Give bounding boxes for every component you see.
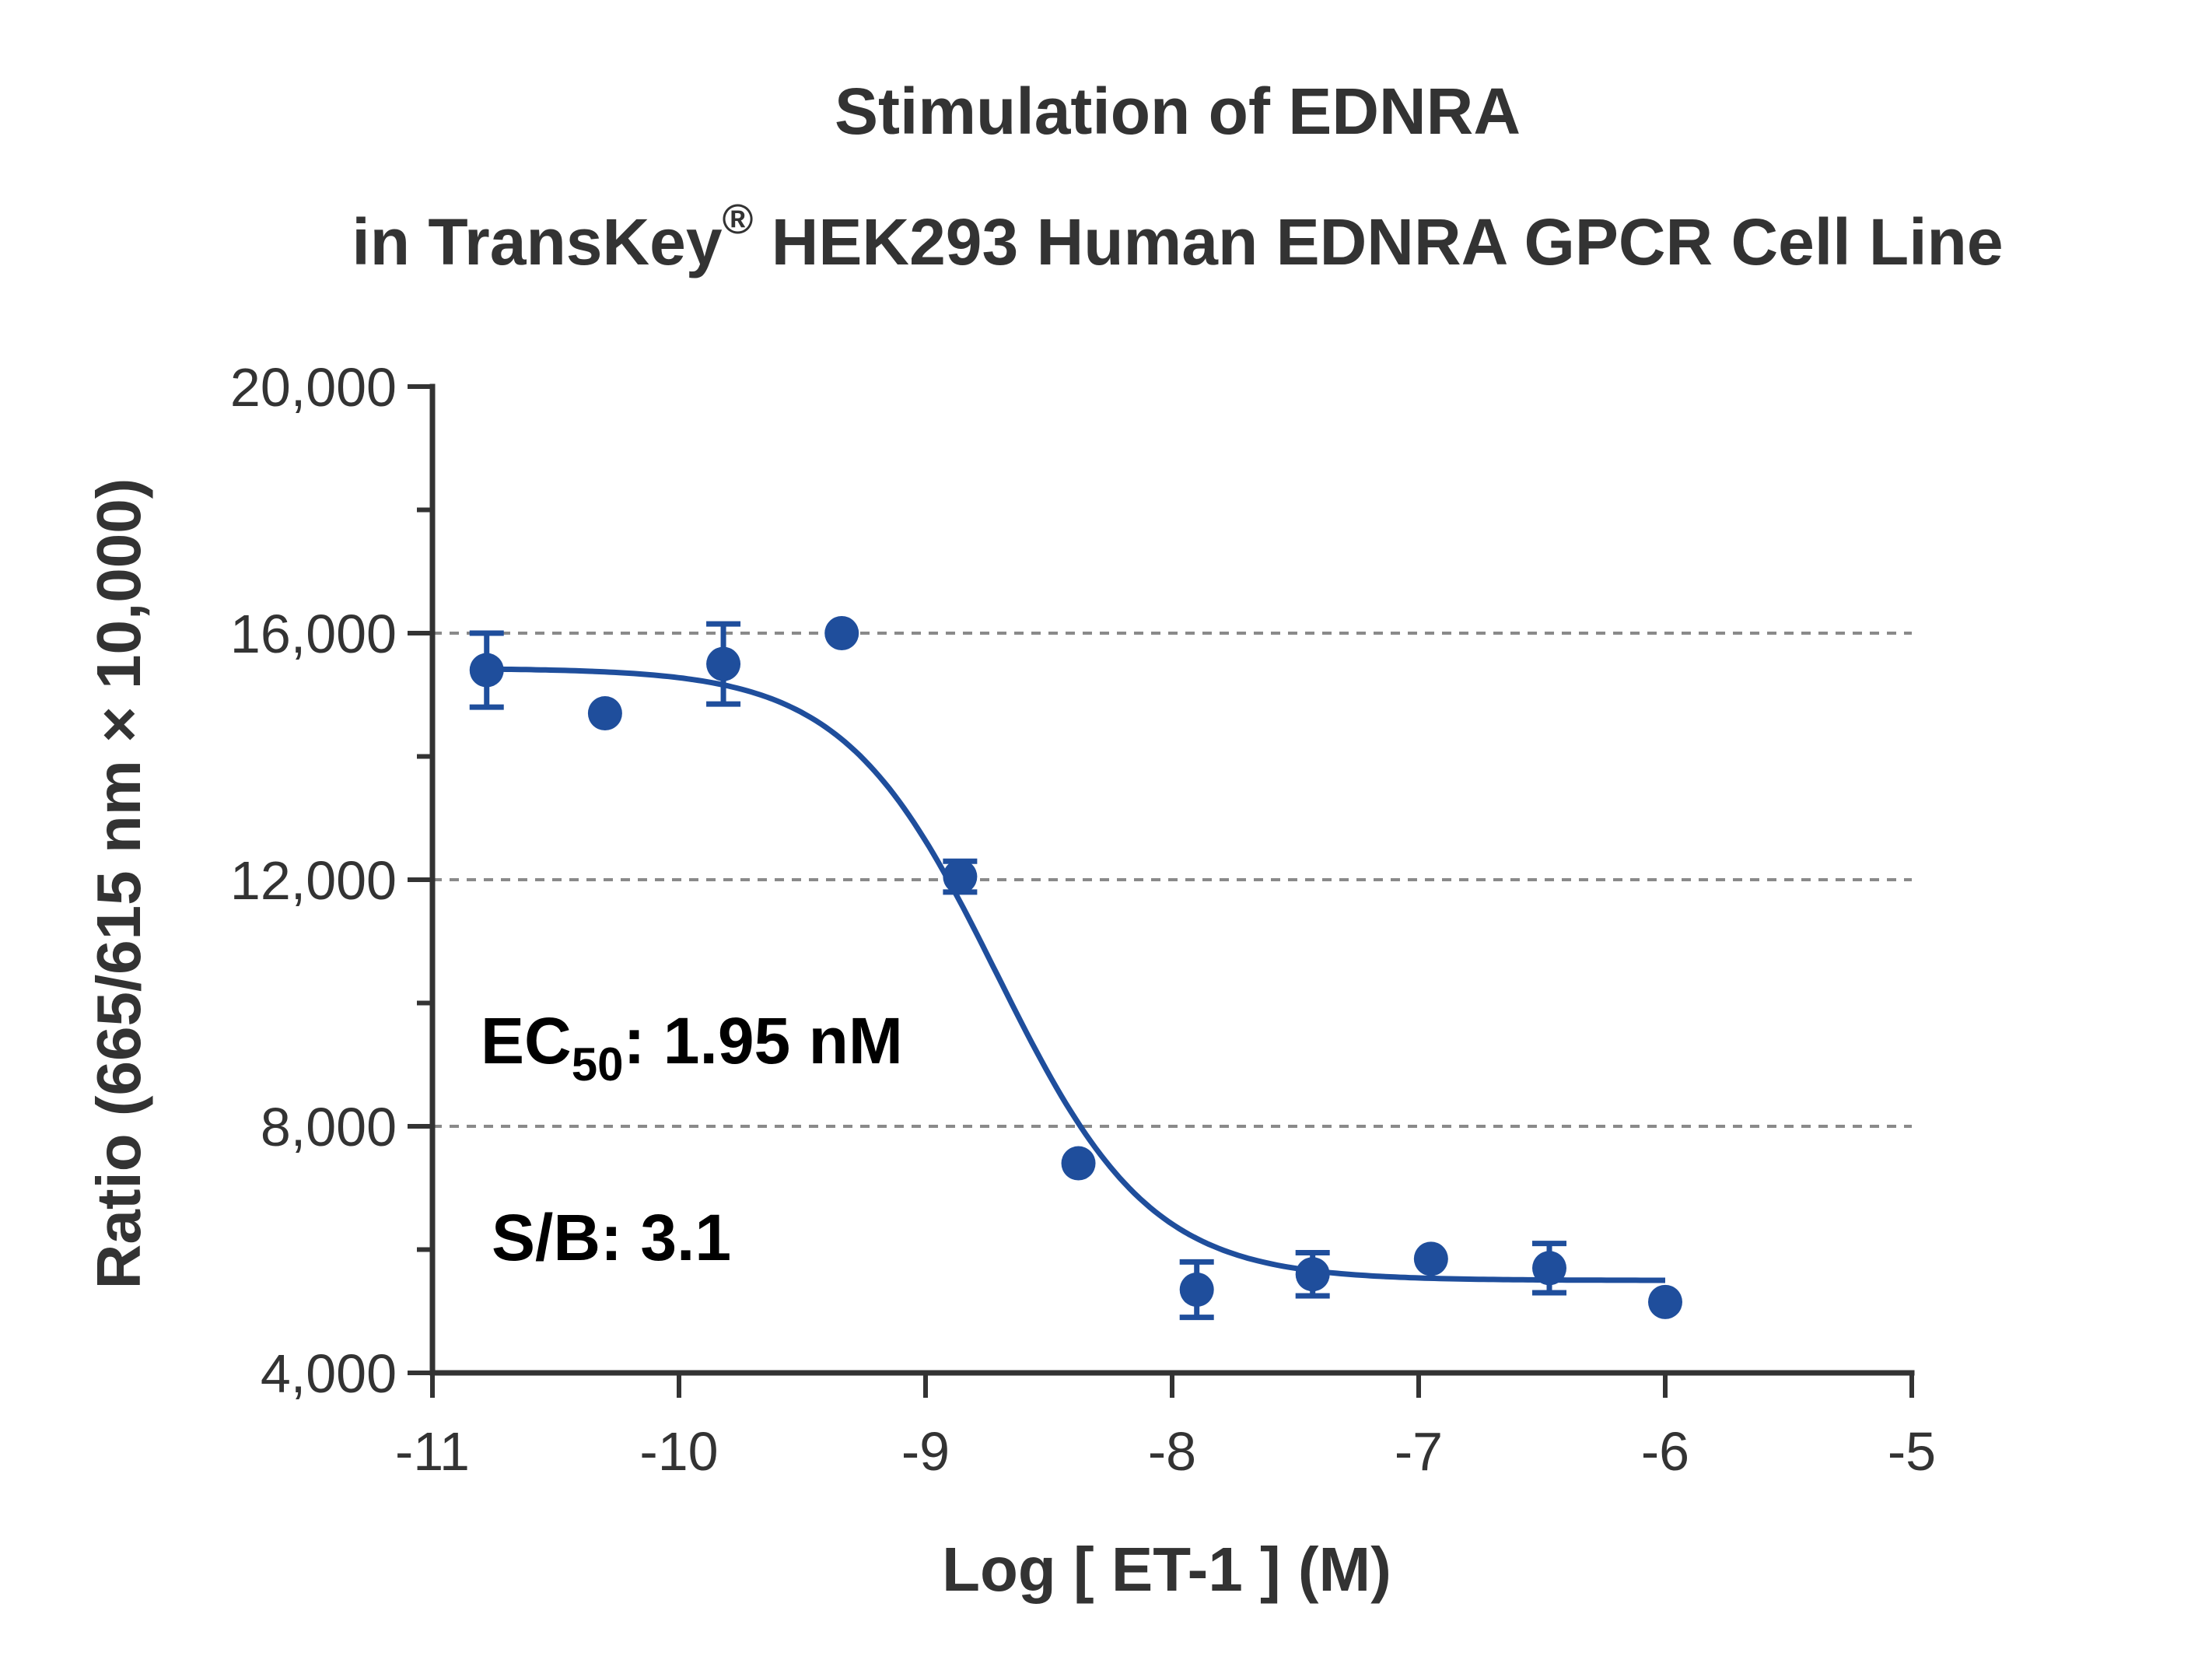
ec50-annotation: EC50: 1.95 nM: [481, 1004, 903, 1091]
title-line2-registered-mark: ®: [723, 196, 754, 243]
gridlines: [432, 632, 1912, 1128]
x-axis-title: Log [ ET-1 ] (M): [942, 1535, 1391, 1604]
data-point: [1061, 1146, 1096, 1181]
data-point: [706, 646, 741, 681]
data-point: [469, 653, 504, 688]
y-tick-label: 20,000: [230, 357, 397, 418]
x-tick-label: -11: [395, 1421, 470, 1482]
y-tick-labels: 4,000 8,000 12,000 16,000 20,000: [230, 357, 397, 1404]
data-point: [943, 860, 978, 895]
x-tick-label: -10: [639, 1421, 718, 1482]
ec50-suffix: : 1.95 nM: [623, 1004, 902, 1077]
data-point: [1648, 1284, 1682, 1319]
axes: [408, 383, 1915, 1398]
fit-curve: [486, 666, 1665, 1283]
y-tick-label: 8,000: [261, 1097, 397, 1157]
x-tick-label: -9: [901, 1421, 950, 1482]
data-point: [824, 616, 859, 650]
y-axis-title: Ratio (665/615 nm × 10,000): [84, 478, 153, 1290]
data-points: [469, 616, 1682, 1319]
data-point: [1413, 1241, 1448, 1276]
x-tick-labels: -11 -10 -9 -8 -7 -6 -5: [395, 1421, 1936, 1482]
x-tick-label: -7: [1395, 1421, 1443, 1482]
ec50-subscript: 50: [572, 1038, 624, 1091]
y-tick-label: 4,000: [261, 1343, 397, 1404]
title-line2-suffix: HEK293 Human EDNRA GPCR Cell Line: [753, 205, 2003, 278]
x-tick-label: -5: [1888, 1421, 1936, 1482]
data-point: [587, 696, 622, 731]
data-point: [1532, 1251, 1567, 1286]
y-tick-label: 16,000: [230, 604, 397, 664]
title-line2-prefix: in TransKey: [352, 205, 722, 278]
x-tick-label: -6: [1641, 1421, 1689, 1482]
sb-annotation: S/B: 3.1: [492, 1201, 731, 1274]
ec50-prefix: EC: [481, 1004, 572, 1077]
x-tick-label: -8: [1148, 1421, 1196, 1482]
chart-title-line2: in TransKey® HEK293 Human EDNRA GPCR Cel…: [352, 196, 2003, 278]
data-point: [1295, 1257, 1330, 1292]
y-tick-label: 12,000: [230, 850, 397, 911]
chart-title-line1: Stimulation of EDNRA: [835, 75, 1521, 148]
data-point: [1179, 1273, 1214, 1308]
